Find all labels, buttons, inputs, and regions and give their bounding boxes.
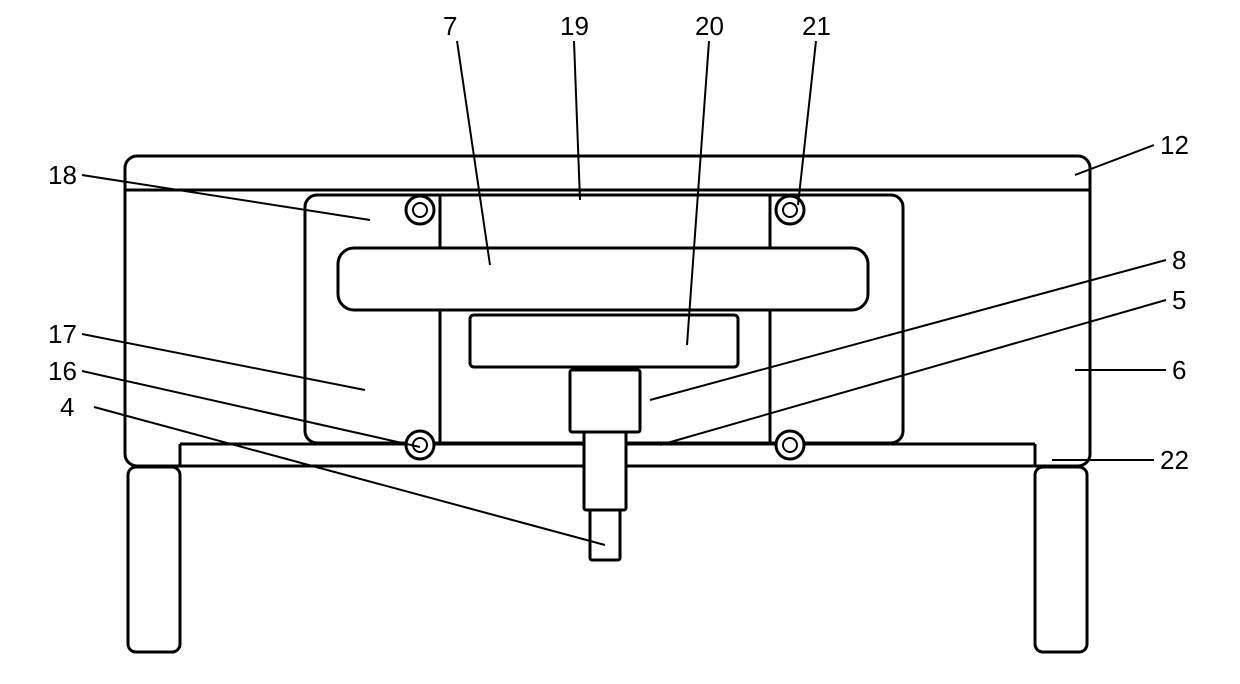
label-18: 18 bbox=[48, 160, 77, 190]
label-4: 4 bbox=[60, 392, 74, 422]
label-20: 20 bbox=[695, 11, 724, 41]
label-12: 12 bbox=[1160, 130, 1189, 160]
label-7: 7 bbox=[443, 11, 457, 41]
label-22: 22 bbox=[1160, 445, 1189, 475]
label-19: 19 bbox=[560, 11, 589, 41]
label-8: 8 bbox=[1172, 245, 1186, 275]
label-16: 16 bbox=[48, 356, 77, 386]
label-21: 21 bbox=[802, 11, 831, 41]
label-17: 17 bbox=[48, 319, 77, 349]
label-6: 6 bbox=[1172, 355, 1186, 385]
label-5: 5 bbox=[1172, 285, 1186, 315]
bar-7 bbox=[338, 248, 868, 310]
